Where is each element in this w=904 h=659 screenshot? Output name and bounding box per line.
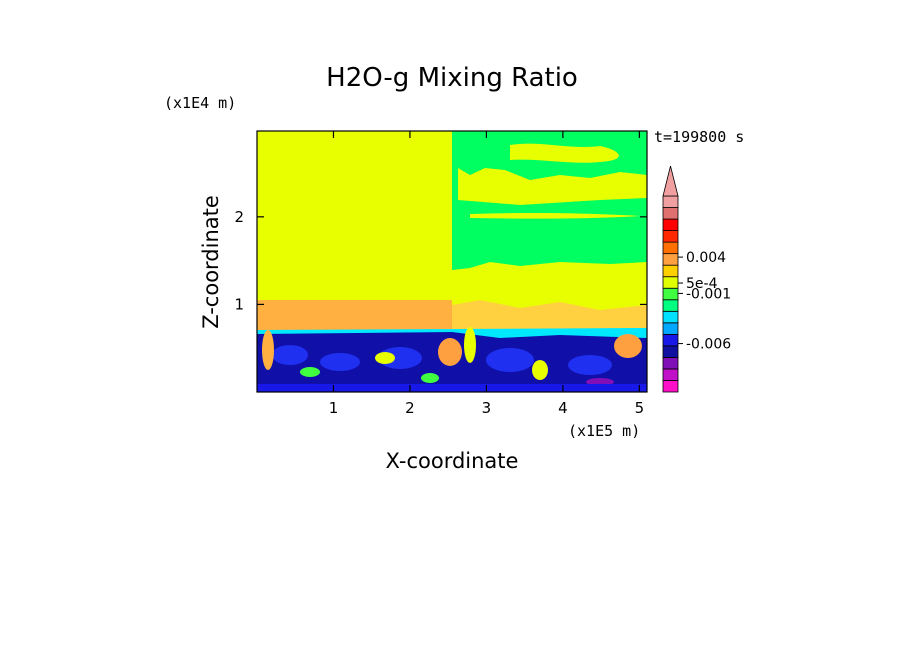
y-axis: 12 xyxy=(234,208,647,313)
colorbar-segment xyxy=(662,345,679,358)
x-axis-label: X-coordinate xyxy=(386,449,519,473)
plume xyxy=(300,367,320,377)
colorbar-segment xyxy=(662,299,679,312)
colorbar-segment xyxy=(662,310,679,324)
x-axis: 1 2 3 4 5 xyxy=(329,131,644,417)
y-tick-label: 1 xyxy=(234,295,244,313)
eddy xyxy=(486,348,534,372)
eddy xyxy=(272,345,308,365)
x-tick-label: 3 xyxy=(482,399,492,417)
chart-title: H2O-g Mixing Ratio xyxy=(326,63,578,93)
field-upper-green xyxy=(452,131,647,270)
colorbar-segment xyxy=(662,276,679,289)
field-orange-band xyxy=(257,300,452,330)
y-scale-label: (x1E4 m) xyxy=(164,94,236,112)
plume xyxy=(421,373,439,383)
plume xyxy=(375,352,395,364)
x-scale-label: (x1E5 m) xyxy=(568,422,640,440)
eddy xyxy=(320,353,360,371)
colorbar-segment xyxy=(662,322,679,335)
colorbar-segment xyxy=(662,264,679,278)
colorbar-label: 5e-4 xyxy=(686,276,718,292)
colorbar-segment xyxy=(662,368,679,381)
colorbar-segment xyxy=(662,230,679,243)
time-label: t=199800 s xyxy=(654,128,744,146)
plot-frame xyxy=(256,130,648,393)
colorbar-segment xyxy=(662,218,679,231)
eddy xyxy=(378,347,422,369)
colorbar-segment xyxy=(662,380,679,393)
x-tick-label: 4 xyxy=(558,399,568,417)
eddy xyxy=(568,355,612,375)
colorbar-segment xyxy=(662,357,679,370)
colorbar-segment xyxy=(662,287,679,301)
colorbar: 0.004 5e-4-0.001 -0.006 xyxy=(662,165,731,393)
plume xyxy=(532,360,548,380)
x-tick-label: 5 xyxy=(635,399,645,417)
plume xyxy=(262,330,274,370)
colorbar-arrow xyxy=(662,165,679,197)
plume xyxy=(614,334,642,358)
y-tick-label: 2 xyxy=(234,208,244,226)
field-yellow-streak-1 xyxy=(470,185,640,194)
field-surface-band xyxy=(257,384,647,392)
field-yellow-streak-2 xyxy=(470,212,640,219)
colorbar-segment xyxy=(662,207,679,220)
colorbar-segment xyxy=(662,241,679,255)
colorbar-label: -0.006 xyxy=(686,337,731,353)
x-tick-label: 1 xyxy=(329,399,339,417)
colorbar-label: -0.001 xyxy=(686,286,731,302)
y-axis-label: Z-coordinate xyxy=(199,195,223,329)
x-tick-label: 2 xyxy=(405,399,415,417)
colorbar-segment xyxy=(662,333,679,347)
colorbar-segment xyxy=(662,195,679,208)
field-orange-right xyxy=(452,300,647,330)
colorbar-segment xyxy=(662,253,679,266)
colorbar-label: 0.004 xyxy=(686,250,726,266)
plot-field xyxy=(257,131,647,392)
plume xyxy=(464,327,476,363)
plume xyxy=(438,338,462,366)
field-yellow-patch xyxy=(510,143,619,163)
